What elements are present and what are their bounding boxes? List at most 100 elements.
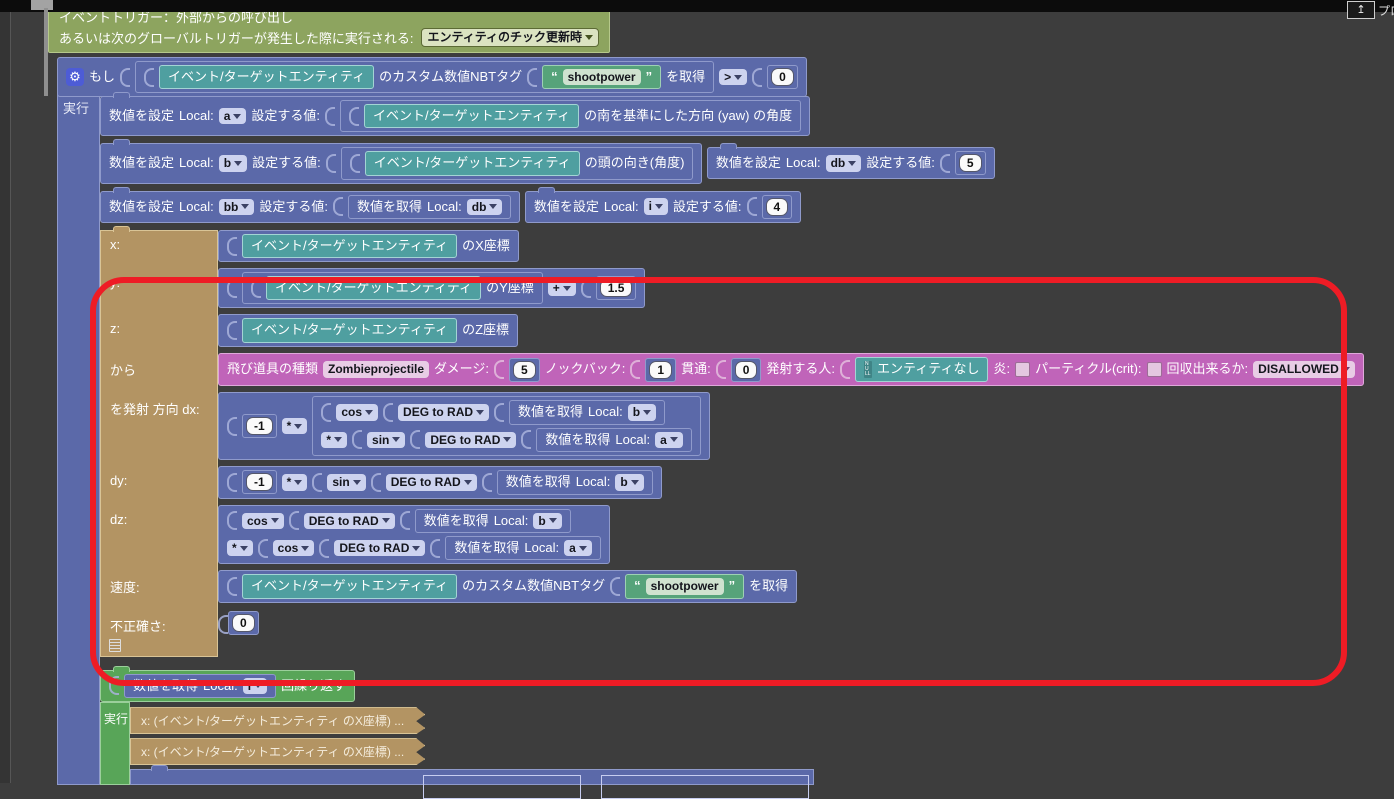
set-number-block-b[interactable]: 数値を設定 Local: b 設定する値: イベント/ターゲットエンティティ の… [100,139,703,184]
entity-block[interactable]: イベント/ターゲットエンティティ [242,233,458,259]
deg-to-rad-dropdown[interactable]: DEG to RAD [303,512,395,529]
local-var-dropdown[interactable]: a [655,431,683,449]
number-block[interactable]: 5 [954,151,986,176]
number-block[interactable]: 0 [228,610,259,635]
local-var-dropdown[interactable]: i [242,677,268,695]
tag-field[interactable]: shootpower [645,578,724,595]
number-block[interactable]: 5 [509,357,540,382]
local-var-dropdown[interactable]: db [825,155,862,172]
number-block[interactable]: 0 [767,65,798,90]
local-var-dropdown[interactable]: b [218,155,248,172]
crit-particles-checkbox[interactable] [1146,362,1162,378]
gear-icon[interactable]: ⚙ [66,68,84,87]
trig-dropdown[interactable]: sin [367,431,406,449]
local-var-dropdown[interactable]: i [643,198,668,215]
if-header[interactable]: ⚙ もし イベント/ターゲットエンティティ のカスタム数値NBTタグ “ sho… [57,57,807,98]
speed-nbt-block[interactable]: イベント/ターゲットエンティティ のカスタム数値NBTタグ “ shootpow… [218,570,798,603]
set-number-block-a[interactable]: 数値を設定 Local: a 設定する値: イベント/ターゲットエンティティ の… [100,92,811,137]
number-field[interactable]: 4 [765,197,789,216]
export-button[interactable]: ↥ [1347,1,1375,19]
z-coordinate-block[interactable]: イベント/ターゲットエンティティ のZ座標 [218,314,519,347]
projectile-properties-block[interactable]: 飛び道具の種類 Zombieprojectile ダメージ: 5 ノックバック:… [218,352,1364,387]
scrollbar-tab[interactable] [31,0,53,10]
entity-block[interactable]: イベント/ターゲットエンティティ [266,276,482,301]
entity-block[interactable]: イベント/ターゲットエンティティ [364,104,580,129]
get-number-block[interactable]: 数値を取得 Local: b [496,470,653,495]
operator-dropdown[interactable]: * [281,418,308,435]
global-trigger-dropdown[interactable]: エンティティのチック更新時 [421,28,600,47]
get-number-block[interactable]: 数値を取得 Local: a [536,427,692,453]
string-block[interactable]: “ shootpower ” [625,574,745,599]
number-block[interactable]: 1 [645,357,677,382]
get-number-block[interactable]: 数値を取得 Local: a [445,535,601,561]
trig-dropdown[interactable]: cos [336,404,379,421]
number-field[interactable]: -1 [246,473,273,492]
yaw-angle-block[interactable]: イベント/ターゲットエンティティ の南を基準にした方向 (yaw) の角度 [340,100,802,133]
number-field[interactable]: 0 [771,68,794,87]
entity-block[interactable]: イベント/ターゲットエンティティ [242,318,458,343]
get-number-block[interactable]: 数値を取得 Local: b [414,508,571,533]
collapsed-block[interactable]: x: (イベント/ターゲットエンティティ のX座標) ... [130,738,425,765]
shoot-projectile-block[interactable]: x: イベント/ターゲットエンティティ のX座標 y: イベント/ターゲットエン… [100,225,1394,657]
number-block[interactable]: -1 [242,470,277,495]
projectile-kind-field[interactable]: Zombieprojectile [323,361,430,378]
set-number-block-i[interactable]: 数値を設定 Local: i 設定する値: 4 [524,186,802,223]
shoot-block-body[interactable] [100,225,218,657]
local-var-dropdown[interactable]: b [627,404,657,421]
local-var-dropdown[interactable]: bb [218,198,255,215]
deg-to-rad-dropdown[interactable]: DEG to RAD [425,431,517,449]
number-field[interactable]: 5 [958,154,982,173]
pierce-field[interactable]: 0 [734,360,758,379]
local-var-dropdown[interactable]: db [466,198,503,215]
trig-dropdown[interactable]: cos [242,512,284,529]
fire-checkbox[interactable] [1015,362,1031,378]
operator-dropdown[interactable]: * [281,474,308,491]
deg-to-rad-dropdown[interactable]: DEG to RAD [334,539,426,557]
tag-field[interactable]: shootpower [562,69,641,86]
damage-field[interactable]: 5 [513,360,536,379]
get-number-block[interactable]: 数値を取得 Local: i [124,673,277,699]
entity-block[interactable]: イベント/ターゲットエンティティ [159,65,375,90]
operator-dropdown[interactable]: + [547,280,576,297]
get-number-block[interactable]: 数値を取得 Local: db [348,194,512,219]
dx-inner-product-block[interactable]: cos DEG to RAD 数値を取得 Local: b * [312,396,701,457]
no-entity-block[interactable]: NULL エンティティなし [855,356,989,383]
loop-header[interactable]: 数値を取得 Local: i 回繰り返す [100,665,356,703]
set-number-block-bb[interactable]: 数値を設定 Local: bb 設定する値: 数値を取得 Local: db [100,186,521,223]
trig-dropdown[interactable]: cos [272,539,315,557]
set-number-block-db[interactable]: 数値を設定 Local: db 設定する値: 5 [706,143,995,180]
y-coordinate-block[interactable]: イベント/ターゲットエンティティ のY座標 [242,272,543,305]
repeat-loop-block[interactable]: 数値を取得 Local: i 回繰り返す 実行 x: (イベント/ターゲットエン… [100,665,1394,799]
dx-math-block[interactable]: -1 * cos DEG to RAD 数値を取得 Local: [218,392,710,461]
nbt-get-block[interactable]: イベント/ターゲットエンティティ のカスタム数値NBTタグ “ shootpow… [135,61,715,94]
operator-dropdown[interactable]: * [321,431,348,449]
trig-dropdown[interactable]: sin [327,474,366,491]
knockback-field[interactable]: 1 [649,360,673,379]
number-block[interactable]: 4 [761,194,793,219]
y-plus-block[interactable]: イベント/ターゲットエンティティ のY座標 + 1.5 [218,268,646,309]
head-pitch-block[interactable]: イベント/ターゲットエンティティ の頭の向き(角度) [340,147,694,180]
collapsed-block[interactable]: x: (イベント/ターゲットエンティティ のX座標) ... [130,707,425,734]
number-block[interactable]: -1 [242,414,277,439]
get-number-block[interactable]: 数値を取得 Local: b [509,400,666,425]
number-field[interactable]: 1.5 [599,279,633,298]
dy-math-block[interactable]: -1 * sin DEG to RAD 数値を取得 Local: b [218,466,662,499]
vertical-scrollbar[interactable] [44,8,48,96]
entity-block[interactable]: イベント/ターゲットエンティティ [242,574,458,599]
number-field[interactable]: -1 [246,417,273,436]
deg-to-rad-dropdown[interactable]: DEG to RAD [398,404,490,421]
comparison-operator-dropdown[interactable]: > [719,69,748,86]
local-var-dropdown[interactable]: b [615,474,644,491]
local-var-dropdown[interactable]: b [533,512,562,529]
string-block[interactable]: “ shootpower ” [542,65,662,90]
operator-dropdown[interactable]: * [227,539,253,557]
local-var-dropdown[interactable]: a [218,107,247,125]
dz-math-block[interactable]: cos DEG to RAD 数値を取得 Local: b * cos [218,504,610,565]
local-var-dropdown[interactable]: a [564,539,592,557]
entity-block[interactable]: イベント/ターゲットエンティティ [364,151,580,176]
if-block[interactable]: 実行 ⚙ もし イベント/ターゲットエンティティ のカスタム数値NBTタグ “ … [57,57,1394,799]
block-comment-icon[interactable] [109,638,121,652]
number-field[interactable]: 0 [232,613,255,632]
number-block[interactable]: 0 [730,357,762,382]
pickup-dropdown[interactable]: DISALLOWED [1253,361,1355,378]
